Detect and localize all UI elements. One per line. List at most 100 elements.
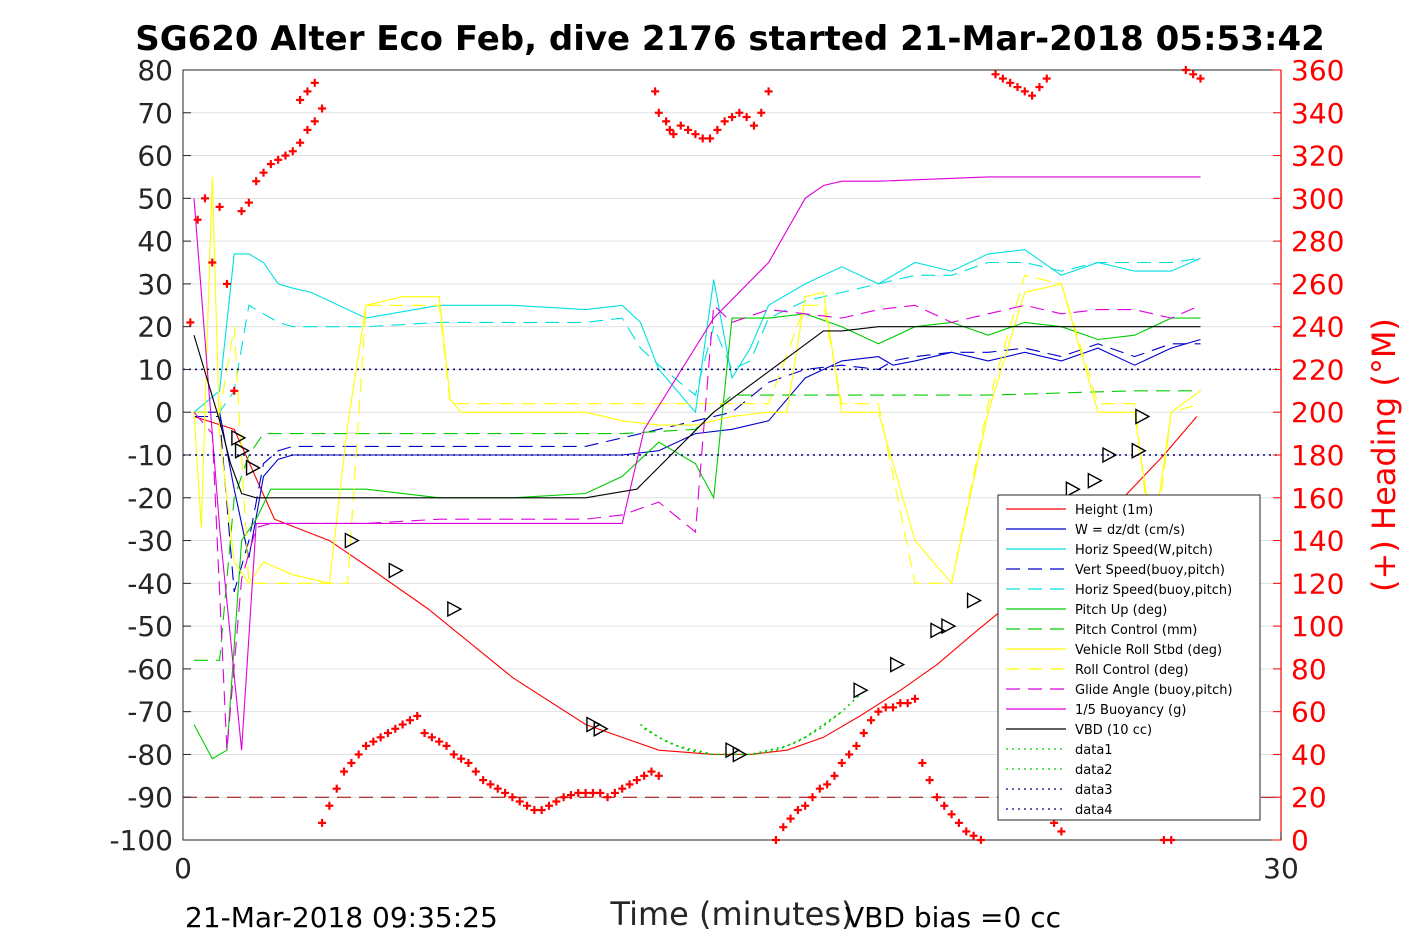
heading-point <box>215 202 224 211</box>
left-tick-label: 70 <box>137 97 173 130</box>
heading-point <box>874 707 883 716</box>
heading-point <box>837 759 846 767</box>
legend-entry: Pitch Control (mm) <box>1075 623 1197 638</box>
legend-entry: data2 <box>1075 763 1113 778</box>
heading-point <box>471 767 480 776</box>
heading-point <box>318 818 327 827</box>
heading-point <box>310 117 319 126</box>
heading-point <box>296 95 305 104</box>
triangle-marker <box>1065 481 1081 498</box>
legend-entry: 1/5 Buoyancy (g) <box>1075 703 1186 718</box>
x-ticks: 0 30 <box>174 832 1299 885</box>
right-tick-label: 240 <box>1291 311 1344 344</box>
x-tick-label: 0 <box>174 852 192 885</box>
heading-point <box>815 784 824 793</box>
heading-point <box>728 113 736 122</box>
heading-point <box>332 784 341 793</box>
heading-point <box>1020 87 1029 96</box>
heading-point <box>749 121 758 130</box>
left-tick-label: -80 <box>127 738 173 771</box>
heading-point <box>303 125 312 134</box>
heading-point <box>186 318 195 327</box>
heading-point <box>449 750 458 759</box>
series-line-5 <box>193 313 1201 760</box>
heading-point <box>325 801 334 810</box>
left-tick-label: -20 <box>127 482 173 515</box>
heading-point <box>545 801 553 810</box>
heading-point <box>698 134 707 143</box>
heading-point <box>208 258 217 267</box>
heading-point <box>574 788 583 797</box>
heading-point <box>464 759 473 767</box>
heading-point <box>1181 66 1190 74</box>
left-tick-label: -60 <box>127 653 173 686</box>
triangle-marker <box>447 600 463 618</box>
heading-point <box>896 699 905 708</box>
heading-point <box>669 130 678 139</box>
heading-point <box>405 716 414 725</box>
right-tick-label: 0 <box>1291 824 1309 857</box>
heading-point <box>340 767 349 776</box>
heading-point <box>274 155 283 164</box>
right-tick-label: 340 <box>1291 97 1344 130</box>
right-tick-label: 360 <box>1291 54 1344 87</box>
heading-point <box>665 125 674 134</box>
left-tick-label: 0 <box>155 396 173 429</box>
right-y-ticks: 3603403203002802602402202001801601401201… <box>1273 54 1344 857</box>
heading-point <box>303 87 312 96</box>
heading-point <box>954 818 963 827</box>
heading-point <box>310 78 319 87</box>
triangle-marker <box>245 459 262 477</box>
right-tick-label: 100 <box>1291 610 1344 643</box>
heading-point <box>259 168 268 177</box>
heading-point <box>442 741 451 750</box>
triangle-marker <box>890 656 906 673</box>
heading-point <box>596 788 605 797</box>
heading-point <box>193 215 202 224</box>
x-tick-label: 30 <box>1263 852 1299 885</box>
heading-point <box>391 724 400 733</box>
right-tick-label: 160 <box>1291 482 1344 515</box>
legend-box <box>997 494 1261 821</box>
heading-point <box>537 806 546 815</box>
heading-point <box>296 138 305 147</box>
triangle-marker <box>725 741 741 759</box>
left-tick-label: -70 <box>127 696 173 729</box>
heading-point <box>486 780 495 789</box>
heading-point <box>947 810 956 819</box>
legend-entry: Height (1m) <box>1075 503 1153 518</box>
heading-point <box>252 177 261 186</box>
right-tick-label: 120 <box>1291 567 1344 600</box>
right-tick-label: 200 <box>1291 396 1344 429</box>
heading-point <box>493 784 502 793</box>
heading-point <box>676 121 685 130</box>
heading-point <box>962 827 971 836</box>
heading-point <box>479 776 488 785</box>
heading-point <box>969 831 978 840</box>
right-tick-label: 220 <box>1291 353 1344 386</box>
heading-point <box>940 801 949 810</box>
heading-point <box>976 836 985 844</box>
footer-timestamp: 21-Mar-2018 09:35:25 <box>185 901 498 934</box>
heading-point <box>618 784 627 793</box>
right-tick-label: 140 <box>1291 525 1344 558</box>
heading-point <box>200 194 209 203</box>
x-axis-label: Time (minutes) <box>610 895 854 933</box>
left-tick-label: -90 <box>127 781 173 814</box>
heading-point <box>654 771 663 780</box>
heading-point <box>420 729 429 738</box>
legend-entry: data1 <box>1075 743 1113 758</box>
footer-vbd-bias: VBD bias =0 cc <box>845 901 1061 934</box>
left-y-ticks: 80 70 60 50 40 30 20 10 0 -10 -20 -30 -40 -50 -60 -70 -8… <box>109 54 191 857</box>
right-y-axis-label: (+) Heading (°M) <box>1365 318 1403 592</box>
right-tick-label: 60 <box>1291 696 1327 729</box>
heading-point <box>318 104 327 113</box>
legend-entry: VBD (10 cc) <box>1075 723 1152 738</box>
legend-entry: Horiz Speed(W,pitch) <box>1075 543 1213 558</box>
right-tick-label: 40 <box>1291 738 1327 771</box>
right-tick-label: 20 <box>1291 781 1327 814</box>
heading-point <box>347 759 356 767</box>
triangle-marker <box>853 682 869 699</box>
triangle-marker <box>234 442 251 459</box>
heading-point <box>647 767 656 776</box>
